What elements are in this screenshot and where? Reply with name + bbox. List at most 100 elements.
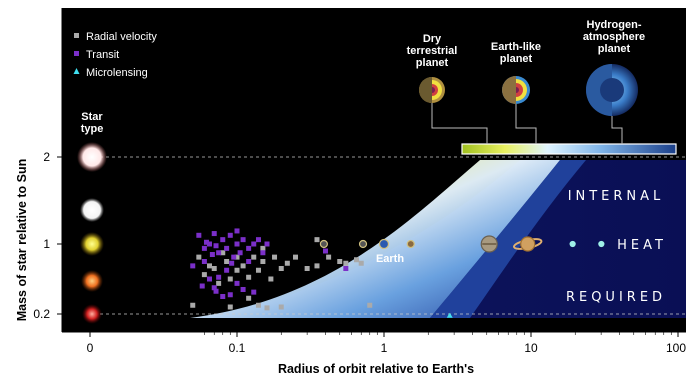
- radial-velocity-point: [337, 259, 343, 264]
- transit-point: [206, 276, 212, 282]
- radial-velocity-point: [264, 305, 270, 311]
- legend-rv-marker: [74, 33, 79, 38]
- transit-point: [237, 250, 243, 256]
- radial-velocity-point: [216, 280, 222, 286]
- earth-label: Earth: [376, 253, 404, 265]
- legend-transit-label: Transit: [86, 49, 119, 61]
- transit-point: [213, 288, 219, 294]
- legend: Radial velocity Transit Microlensing: [73, 31, 157, 79]
- radial-velocity-point: [314, 237, 320, 243]
- x-axis-title: Radius of orbit relative to Earth's: [278, 362, 474, 376]
- transit-point: [240, 237, 246, 243]
- transit-point: [211, 285, 217, 291]
- legend-microlensing-label: Microlensing: [86, 67, 148, 79]
- dry-planet-icon: [419, 77, 445, 103]
- radial-velocity-point: [234, 267, 240, 273]
- y-tick-label-1: 1: [43, 237, 50, 251]
- hydrogen-band: [430, 160, 586, 318]
- x-tick-label-10: 10: [524, 341, 538, 355]
- transit-point: [227, 232, 233, 238]
- x-tick-label-1: 1: [381, 341, 388, 355]
- radial-velocity-point: [284, 260, 290, 266]
- radial-velocity-point: [190, 302, 196, 308]
- star-white: [80, 198, 104, 222]
- earthlike-planet-icon: [502, 76, 530, 104]
- transit-point: [227, 292, 233, 298]
- radial-velocity-point: [240, 263, 246, 269]
- radial-velocity-point: [227, 304, 233, 310]
- transit-point: [229, 260, 235, 266]
- star-orange: [81, 270, 103, 292]
- radial-velocity-point: [326, 254, 332, 260]
- transit-point: [203, 239, 209, 245]
- hydrogen-label-3: planet: [598, 43, 631, 55]
- star-yellow: [80, 232, 104, 256]
- radial-velocity-point: [251, 254, 257, 260]
- planet-type-bar: [461, 143, 677, 155]
- connector-earthlike: [515, 104, 537, 144]
- radial-velocity-point: [343, 260, 349, 266]
- transit-point: [211, 231, 217, 237]
- transit-point: [246, 245, 252, 251]
- planet-uranus: [569, 240, 576, 248]
- x-tick-label-01: 0.1: [229, 341, 246, 355]
- radial-velocity-point: [246, 274, 252, 280]
- radial-velocity-point: [272, 254, 278, 260]
- data-points: [190, 228, 453, 318]
- radial-velocity-point: [206, 263, 212, 269]
- transit-point: [224, 267, 230, 273]
- connector-hydrogen: [611, 116, 623, 144]
- transit-point: [220, 237, 226, 243]
- x-tick-label-100: 100: [666, 341, 686, 355]
- radial-velocity-point: [196, 254, 202, 260]
- transit-point: [240, 287, 246, 292]
- transit-point: [190, 263, 196, 269]
- radial-velocity-point: [255, 302, 261, 308]
- earthlike-label-2: planet: [500, 53, 533, 65]
- transit-point: [216, 250, 222, 256]
- radial-velocity-point: [367, 302, 373, 308]
- radial-velocity-point: [353, 257, 359, 263]
- zone-text-required: REQUIRED: [566, 290, 666, 305]
- radial-velocity-point: [211, 266, 217, 271]
- y-tick-label-2: 2: [43, 150, 50, 164]
- radial-velocity-point: [278, 266, 284, 271]
- radial-velocity-point: [227, 276, 233, 282]
- planet-saturn: [520, 236, 536, 252]
- radial-velocity-point: [358, 260, 364, 266]
- planet-mercury: [319, 239, 328, 249]
- x-tick-label-0: 0: [87, 341, 94, 355]
- transit-point: [255, 237, 261, 243]
- transit-point: [234, 228, 240, 234]
- radial-velocity-point: [268, 276, 274, 282]
- radial-velocity-point: [292, 254, 298, 260]
- transit-point: [251, 241, 257, 247]
- microlensing-point: [446, 312, 453, 318]
- y-axis: 2 1 0.2: [33, 8, 63, 332]
- legend-rv-label: Radial velocity: [86, 31, 157, 43]
- radial-velocity-point: [224, 259, 230, 264]
- transit-point: [260, 250, 266, 256]
- planet-neptune: [598, 240, 605, 248]
- transit-point: [196, 232, 202, 238]
- radial-velocity-point: [234, 254, 240, 260]
- transit-point: [246, 259, 252, 264]
- zone-text-internal: INTERNAL: [568, 189, 665, 204]
- x-axis: 0 0.1 1 10 100: [62, 331, 686, 355]
- transit-point: [264, 241, 270, 247]
- transit-point: [231, 254, 237, 260]
- radial-velocity-point: [260, 245, 266, 251]
- radial-velocity-point: [220, 250, 226, 256]
- hydrogen-label-2: atmosphere: [583, 31, 645, 43]
- planet-earth: [378, 238, 390, 250]
- transit-point: [224, 245, 230, 251]
- legend-transit-marker: [74, 51, 79, 56]
- transit-point: [234, 241, 240, 247]
- transit-point: [199, 283, 205, 289]
- radial-velocity-point: [278, 304, 284, 310]
- dry-label-2: terrestrial: [407, 45, 458, 57]
- dry-label-3: planet: [416, 57, 449, 69]
- legend-microlensing-marker: [73, 68, 80, 74]
- transit-point: [201, 259, 207, 264]
- transit-point: [234, 280, 240, 286]
